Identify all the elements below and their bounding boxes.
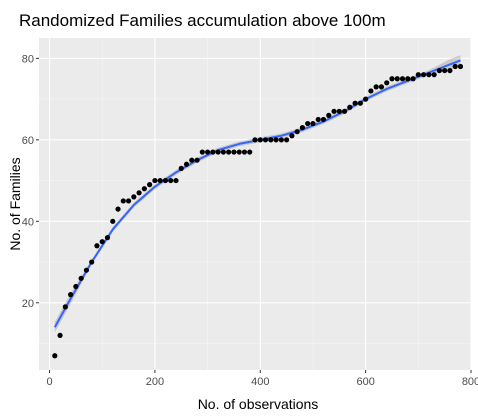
y-tick-label: 60 <box>22 135 34 147</box>
data-point <box>94 243 100 249</box>
data-point <box>220 149 226 155</box>
data-point <box>236 149 242 155</box>
data-point <box>299 125 306 131</box>
x-axis-ticks: 0 200 400 600 800 <box>46 370 478 388</box>
x-tick-label: 400 <box>251 376 269 388</box>
data-point <box>262 137 269 143</box>
data-point <box>89 259 95 265</box>
data-point <box>120 198 126 204</box>
data-point <box>426 72 432 78</box>
data-point <box>278 137 284 143</box>
data-point <box>99 239 105 245</box>
data-point <box>420 72 427 78</box>
data-point <box>320 116 327 123</box>
data-point <box>399 76 406 82</box>
x-tick-label: 200 <box>146 376 164 388</box>
data-point <box>368 88 374 94</box>
data-point <box>157 177 163 184</box>
data-point <box>415 72 421 78</box>
data-point <box>73 283 79 290</box>
data-point <box>104 235 111 241</box>
data-point <box>147 182 153 188</box>
y-axis-ticks: 20 40 60 80 <box>22 53 39 310</box>
data-points <box>52 63 464 359</box>
data-point <box>199 149 205 155</box>
data-point <box>168 177 174 184</box>
data-point <box>447 67 453 74</box>
data-point <box>62 304 68 310</box>
data-point <box>178 165 184 171</box>
data-point <box>183 161 190 167</box>
data-point <box>210 149 216 155</box>
data-point <box>373 84 379 90</box>
data-point <box>336 108 342 114</box>
data-point <box>384 80 390 86</box>
y-tick-label: 40 <box>22 216 34 228</box>
data-point <box>57 332 63 338</box>
data-point <box>68 292 74 298</box>
data-point <box>305 120 311 127</box>
data-point <box>252 137 258 143</box>
data-point <box>341 108 348 114</box>
data-point <box>273 137 279 143</box>
x-axis-title: No. of observations <box>198 396 319 412</box>
data-point <box>378 84 385 90</box>
data-point <box>436 67 442 74</box>
y-tick-label: 20 <box>22 298 34 310</box>
data-point <box>247 149 253 155</box>
data-point <box>162 177 169 184</box>
data-point <box>363 96 369 102</box>
data-point <box>110 218 116 224</box>
data-point <box>289 133 295 139</box>
data-point <box>457 63 464 70</box>
data-point <box>357 100 363 106</box>
data-point <box>215 149 221 155</box>
data-point <box>241 149 248 155</box>
data-point <box>331 108 337 114</box>
data-point <box>452 63 458 70</box>
y-tick-label: 80 <box>22 53 34 65</box>
grid-minor <box>39 38 471 370</box>
data-point <box>131 194 137 200</box>
data-point <box>231 149 237 155</box>
y-axis-title: No. of Families <box>7 157 23 250</box>
data-point <box>194 157 200 163</box>
data-point <box>347 104 353 110</box>
data-point <box>204 149 211 155</box>
data-point <box>268 137 274 143</box>
data-point <box>115 206 121 212</box>
x-tick-label: 0 <box>46 376 52 388</box>
data-point <box>257 137 263 143</box>
data-point <box>152 177 158 184</box>
grid-major <box>39 38 472 370</box>
data-point <box>326 112 332 118</box>
data-point <box>352 100 358 106</box>
data-point <box>141 186 147 192</box>
data-point <box>431 72 437 78</box>
data-point <box>284 137 290 143</box>
plot-panel <box>39 38 471 370</box>
data-point <box>83 267 90 273</box>
data-point <box>294 129 300 135</box>
data-point <box>315 116 321 123</box>
data-point <box>310 120 316 127</box>
data-point <box>226 149 232 155</box>
data-point <box>125 198 132 204</box>
data-point <box>78 275 84 281</box>
data-point <box>52 353 58 359</box>
x-tick-label: 600 <box>356 376 374 388</box>
data-point <box>442 67 448 74</box>
data-point <box>389 76 395 82</box>
chart-title: Randomized Families accumulation above 1… <box>19 11 386 30</box>
x-tick-label: 800 <box>462 376 478 388</box>
data-point <box>189 157 195 163</box>
data-point <box>410 76 416 82</box>
data-point <box>136 190 142 196</box>
data-point <box>394 76 400 82</box>
data-point <box>405 76 411 82</box>
data-point <box>173 177 179 184</box>
